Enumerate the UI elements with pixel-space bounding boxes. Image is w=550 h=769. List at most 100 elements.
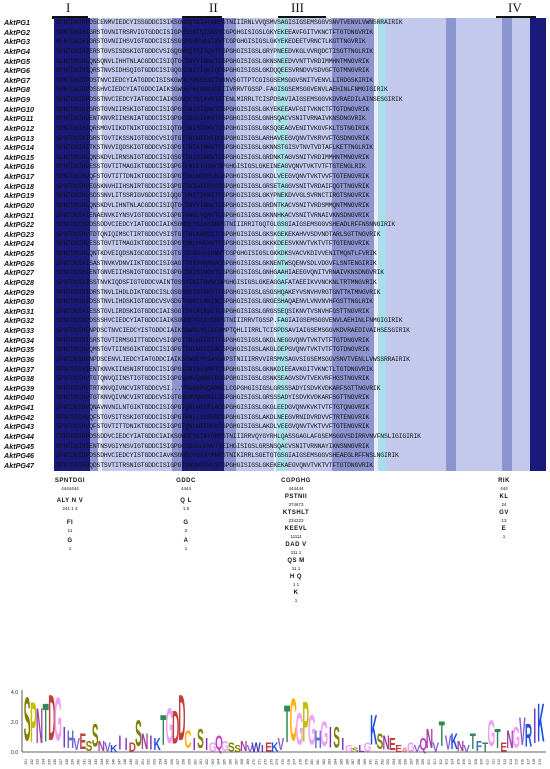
consensus-group: QS M 11 1 — [278, 558, 314, 572]
logo-letter: I — [329, 721, 332, 755]
sequence-name: AktPG22 — [4, 220, 34, 230]
logo-letter: G — [512, 721, 520, 755]
logo-letter: V — [432, 741, 439, 754]
logo-x-tick: 231 — [24, 759, 28, 765]
logo-x-tick: 308 — [474, 759, 478, 765]
logo-letter: D — [178, 686, 185, 754]
logo-letter: K — [153, 735, 161, 755]
consensus-group: CGPGHG 444444 — [278, 478, 314, 492]
logo-letter: E — [389, 735, 396, 755]
consensus-residues: KEEVL — [284, 526, 308, 532]
logo-letter: S — [197, 724, 204, 755]
logo-letter: G — [320, 716, 328, 754]
alignment-row: SPNTDGIHIGRSTGVTIRMSGITTGDDCVSIGPGTTNLWI… — [56, 336, 370, 344]
alignment-row: SPNTDGIHLQNTKDVEIQDSNIGCGDDCISIGTGTGCANV… — [56, 250, 377, 257]
alignment-row: SPNTDGIHIGRSTGVNITRSRVIGTGDDCISIGPGSSNIS… — [56, 28, 373, 36]
consensus-residues: KL — [499, 494, 509, 500]
sequence-name: AktPG31 — [4, 306, 34, 316]
alignment-row: SPNTDGIHVENTKNVRIINSNIATGDDCISIGPGCSDVDI… — [56, 115, 366, 123]
alignment-row: SPNTDGIHIENTNSVGIYNSVIGTGDDCISIGPGCSGVDL… — [56, 442, 370, 450]
alignment-row: SPNTDGIHIENAENVKIYNSVIGTGDDCVSIGPGTRNVLV… — [56, 211, 370, 219]
logo-letter: S — [24, 686, 31, 754]
consensus-residues: ALY N V — [56, 498, 84, 504]
logo-x-tick: 296 — [404, 759, 408, 765]
alignment-row: SPNTDGIHVESSTGVTITMAGIKTGDDCISIGPGTENLEI… — [56, 163, 366, 171]
alignment-row: SPNTDGIHVQFSTGVSITSSKIGTGDDCISIGPGTKNLLI… — [56, 413, 370, 421]
consensus-residues: H Q — [289, 574, 303, 580]
consensus-counts: 1 — [184, 546, 188, 551]
consensus-group: H Q 1 1 — [278, 574, 314, 588]
logo-x-tick: 319 — [538, 759, 542, 765]
consensus-block: SPNTDGI 4444444 ALY N V 241 1 3 FI 11 G 1 GDDC 44… — [50, 478, 520, 758]
sequence-name: AktPG33 — [4, 326, 34, 335]
alignment-row: SPNTDGIHVQNAVNVNILNTGIKTGDDCISIGPGTQNLWI… — [56, 404, 370, 411]
logo-x-tick: 274 — [275, 759, 279, 765]
alignment-row: SPNTDGIHISASTNVKVDNVIIKTGDDCISIGAGTTNISV… — [56, 259, 377, 267]
alignment-row: SPNTDGIHVTRTKNVQIVNCVIRTGDDCVSI...VRASKM… — [56, 384, 381, 392]
logo-letter: A — [401, 746, 409, 754]
logo-letter: N — [457, 737, 464, 755]
consensus-residues: E — [501, 526, 507, 532]
alignment-row: SPNTDGIHLQNSKDVLIHNTNLACGDDCISIQTGCSNVYI… — [56, 201, 370, 209]
consensus-residues: DAD V — [285, 542, 307, 548]
alignment-row: SPNTDGIHIENTKNVKIINSNIRTGDDCISIGPGSSNISI… — [56, 365, 373, 373]
logo-x-tick: 292 — [380, 759, 384, 765]
consensus-group: KL 24 — [486, 494, 522, 508]
logo-letter: V — [104, 741, 111, 754]
sequence-name: AktPG21 — [4, 210, 34, 220]
logo-letter: S — [352, 746, 359, 754]
consensus-counts: 24 — [501, 502, 507, 507]
consensus-group: GV 13 — [486, 510, 522, 524]
logo-x-tick: 268 — [240, 759, 244, 765]
logo-letter: D — [172, 702, 179, 755]
alignment-row: SPNTDGIHLSDSSNVLITSSRIGVGDDCISIQQGTHNITI… — [56, 192, 370, 200]
alignment-row: SPNTDGIHIDRSTNVLIHDLDIKTGDDCISLGSGSNDISI… — [56, 288, 381, 296]
alignment-rows: SPNTDGIDPDSCENMVIEDCYISSGDDCISIKSGWDQYGI… — [56, 18, 542, 470]
sequence-name: AktPG9 — [4, 95, 30, 104]
logo-x-tick: 281 — [316, 759, 320, 765]
logo-x-tick: 239 — [71, 759, 75, 765]
consensus-counts: 4444 — [180, 486, 191, 491]
logo-x-tick: 312 — [497, 759, 501, 765]
sequence-name: AktPG5 — [4, 56, 30, 66]
sequence-name: AktPG38 — [4, 374, 34, 384]
alignment-row: SPNTDGIHIGRSTGVTIKSSNIGTGDDCVSIGTGTTNLWI… — [56, 134, 370, 142]
logo-letter: K — [271, 741, 279, 754]
sequence-name: AktPG23 — [4, 229, 34, 239]
consensus-counts: 241 1 3 — [62, 506, 78, 511]
logo-letter: G — [364, 741, 372, 754]
logo-x-tick: 288 — [357, 759, 361, 765]
logo-x-tick: 270 — [252, 759, 256, 765]
sequence-name: AktPG27 — [4, 268, 34, 278]
logo-x-tick: 298 — [415, 759, 419, 765]
logo-x-tick: 267 — [234, 759, 238, 765]
logo-x-tick: 282 — [322, 759, 326, 765]
logo-x-tick: 283 — [328, 759, 332, 765]
consensus-residues: SPNTDGI — [54, 478, 86, 484]
alignment-row: SPNTDGIHVQFSTGVTITTDNIKTGDDCISIGPGTSNLWI… — [56, 173, 370, 180]
motif-bracket-ii — [182, 16, 222, 19]
logo-x-tick: 242 — [88, 759, 92, 765]
logo-letter: S — [228, 741, 235, 754]
logo-letter: G — [166, 697, 174, 754]
logo-x-tick: 240 — [77, 759, 81, 765]
logo-x-tick: 257 — [176, 759, 180, 765]
logo-letter: G — [296, 703, 304, 754]
logo-x-tick: 237 — [59, 759, 63, 765]
sequence-name: AktPG24 — [4, 239, 34, 249]
motif-label-ii: II — [209, 0, 218, 15]
consensus-residues: Q L — [180, 498, 192, 504]
consensus-group: Q L 1 5 — [168, 498, 204, 512]
logo-x-tick: 233 — [36, 759, 40, 765]
logo-letter: Q — [215, 733, 223, 755]
alignment-row: SPNTDGIDPDSSTNVCIEDCYIATGDDCIAIKSGWDEYGI… — [56, 96, 403, 103]
logo-letter: P — [30, 690, 37, 754]
sequence-name: AktPG17 — [4, 172, 34, 181]
logo-x-tick: 241 — [82, 759, 86, 765]
logo-x-tick: 289 — [363, 759, 367, 765]
alignment-row: SPNTDGIHVQMSTGVTIINSGIKTGDDCISIGPGTTNLWI… — [56, 346, 370, 354]
logo-x-tick: 276 — [287, 759, 291, 765]
